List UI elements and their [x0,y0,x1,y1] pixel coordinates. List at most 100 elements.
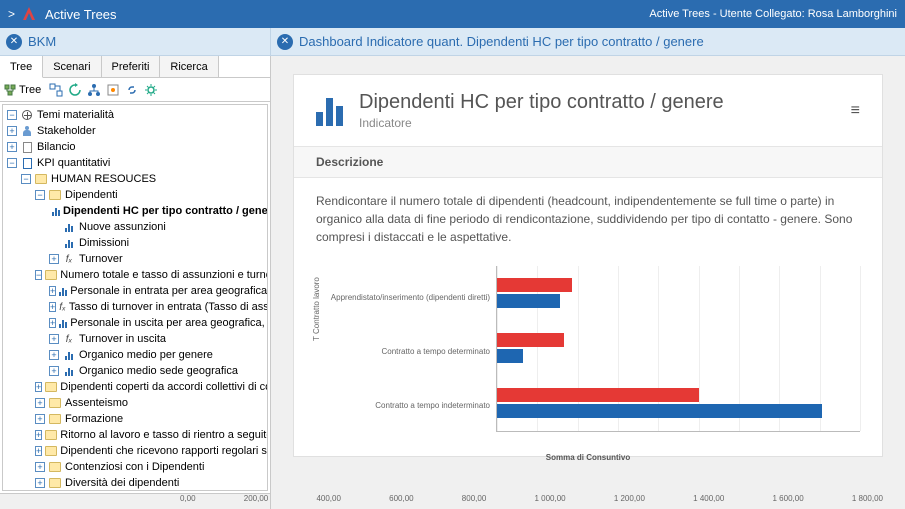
tree-node[interactable]: + Bilancio [3,139,267,155]
tree-node-label[interactable]: Organico medio sede geografica [79,365,238,377]
card-menu-icon[interactable]: ≡ [851,102,860,120]
tree-node-label[interactable]: Stakeholder [37,125,96,137]
tree-node[interactable]: + Organico medio per genere [3,347,267,363]
tree-node[interactable]: + Assenteismo [3,395,267,411]
tree-node[interactable]: + Dipendenti che ricevono rapporti regola… [3,443,267,459]
tree-node[interactable]: + Stakeholder [3,123,267,139]
close-left-panel-icon[interactable]: ✕ [6,34,22,50]
tree-node[interactable]: Dimissioni [3,235,267,251]
tree-node-label[interactable]: Bilancio [37,141,76,153]
tree-node[interactable]: − HUMAN RESOUCES [3,171,267,187]
tree-node[interactable]: − Dipendenti [3,187,267,203]
tree-node[interactable]: − KPI quantitativi [3,155,267,171]
tree-node[interactable]: − Numero totale e tasso di assunzioni e t… [3,267,267,283]
tree-node-label[interactable]: Turnover in uscita [79,333,166,345]
collapse-icon[interactable]: − [21,174,31,184]
chart-bar[interactable] [497,294,560,308]
expand-icon[interactable]: + [49,302,56,312]
expand-icon[interactable]: + [35,382,42,392]
collapse-icon[interactable]: − [35,190,45,200]
chart-bar[interactable] [497,278,572,292]
tree-node-label[interactable]: Dipendenti che ricevono rapporti regolar… [60,445,268,457]
chart-bar[interactable] [497,388,699,402]
toolbar-link-icon[interactable] [124,82,140,98]
tree-node[interactable]: Dipendenti HC per tipo contratto / gener… [3,203,267,219]
expand-icon[interactable]: + [35,430,42,440]
chart-bar[interactable] [497,333,564,347]
folder-icon [45,380,57,394]
expand-icon[interactable]: + [49,366,59,376]
tree-node-label[interactable]: Personale in uscita per area geografica,… [70,317,268,329]
tree-node[interactable]: +fₓTurnover [3,251,267,267]
tab-tree[interactable]: Tree [0,56,43,78]
tree-node-label[interactable]: Formazione [65,413,123,425]
expand-icon[interactable]: + [49,350,59,360]
tree-node-label[interactable]: Ritorno al lavoro e tasso di rientro a s… [60,429,268,441]
tree-toolbar: Tree [0,78,270,102]
toolbar-refresh-icon[interactable] [67,82,83,98]
toolbar-config-icon[interactable] [105,82,121,98]
y-tick-label: Contratto a tempo determinato [316,347,490,356]
chart-bar[interactable] [497,404,822,418]
chart-container: T Contratto lavoro Apprendistato/inserim… [294,260,882,456]
tree-node[interactable]: + Formazione [3,411,267,427]
tree-node[interactable]: + Organico medio sede geografica [3,363,267,379]
tree-node[interactable]: − Temi materialità [3,107,267,123]
expand-icon[interactable]: + [49,318,56,328]
tree-view[interactable]: −Temi materialità+Stakeholder+Bilancio−K… [2,104,268,491]
collapse-icon[interactable]: − [35,270,42,280]
tree-node-label[interactable]: Dipendenti coperti da accordi collettivi… [60,381,268,393]
tree-node[interactable]: + Dipendenti coperti da accordi collettiv… [3,379,267,395]
tree-node[interactable]: + Personale in entrata per area geografic… [3,283,267,299]
expand-icon[interactable]: + [49,286,56,296]
tree-node-label[interactable]: Dipendenti HC per tipo contratto / gener… [63,205,268,217]
expand-icon[interactable]: + [7,126,17,136]
tree-node-label[interactable]: Nuove assunzioni [79,221,166,233]
tree-node-label[interactable]: Assenteismo [65,397,128,409]
tree-node-label[interactable]: Personale in entrata per area geografica… [70,285,268,297]
collapse-icon[interactable]: − [7,110,17,120]
y-tick-label: Contratto a tempo indeterminato [316,401,490,410]
tab-preferiti[interactable]: Preferiti [102,56,161,77]
expand-icon[interactable]: + [35,462,45,472]
tree-node-label[interactable]: Organico medio per genere [79,349,213,361]
tree-node-label[interactable]: Diversità dei dipendenti [65,477,179,489]
toolbar-settings-icon[interactable] [143,82,159,98]
expand-icon[interactable]: + [35,478,45,488]
expand-icon[interactable]: + [49,334,59,344]
tree-node-label[interactable]: Contenziosi con i Dipendenti [65,461,204,473]
tree-node-label[interactable]: Dipendenti [65,189,118,201]
tree-node-label[interactable]: HUMAN RESOUCES [51,173,156,185]
tab-scenari[interactable]: Scenari [43,56,101,77]
chart-bar[interactable] [497,349,523,363]
toolbar-hierarchy-icon[interactable] [86,82,102,98]
tree-node-label[interactable]: Tasso di turnover in entrata (Tasso di a… [69,301,268,313]
dashboard-panel: Dipendenti HC per tipo contratto / gener… [271,56,905,509]
tree-node[interactable]: + Diversità dei dipendenti [3,475,267,491]
bar-chart-icon [62,220,76,234]
tree-node[interactable]: +fₓTurnover in uscita [3,331,267,347]
bar-chart-icon [62,348,76,362]
tree-node-label[interactable]: Numero totale e tasso di assunzioni e tu… [60,269,268,281]
tree-node-label[interactable]: Dimissioni [79,237,129,249]
tree-node-label[interactable]: Temi materialità [37,109,114,121]
tree-node-label[interactable]: Turnover [79,253,123,265]
tree-node-label[interactable]: KPI quantitativi [37,157,110,169]
tab-ricerca[interactable]: Ricerca [160,56,218,77]
close-dashboard-icon[interactable]: ✕ [277,34,293,50]
left-panel: TreeScenariPreferitiRicerca Tree − Temi m… [0,56,271,509]
expand-icon[interactable]: + [49,254,59,264]
fx-icon: fₓ [62,332,76,346]
tree-node[interactable]: Nuove assunzioni [3,219,267,235]
tree-node[interactable]: + Ritorno al lavoro e tasso di rientro a … [3,427,267,443]
collapse-icon[interactable]: − [7,158,17,168]
tree-node[interactable]: +fₓTasso di turnover in entrata (Tasso d… [3,299,267,315]
expand-icon[interactable]: + [7,142,17,152]
x-axis-title: Somma di Consuntivo [546,453,630,462]
expand-icon[interactable]: + [35,414,45,424]
toolbar-expand-icon[interactable] [48,82,64,98]
tree-node[interactable]: + Personale in uscita per area geografica… [3,315,267,331]
expand-icon[interactable]: + [35,446,42,456]
expand-icon[interactable]: + [35,398,45,408]
tree-node[interactable]: + Contenziosi con i Dipendenti [3,459,267,475]
